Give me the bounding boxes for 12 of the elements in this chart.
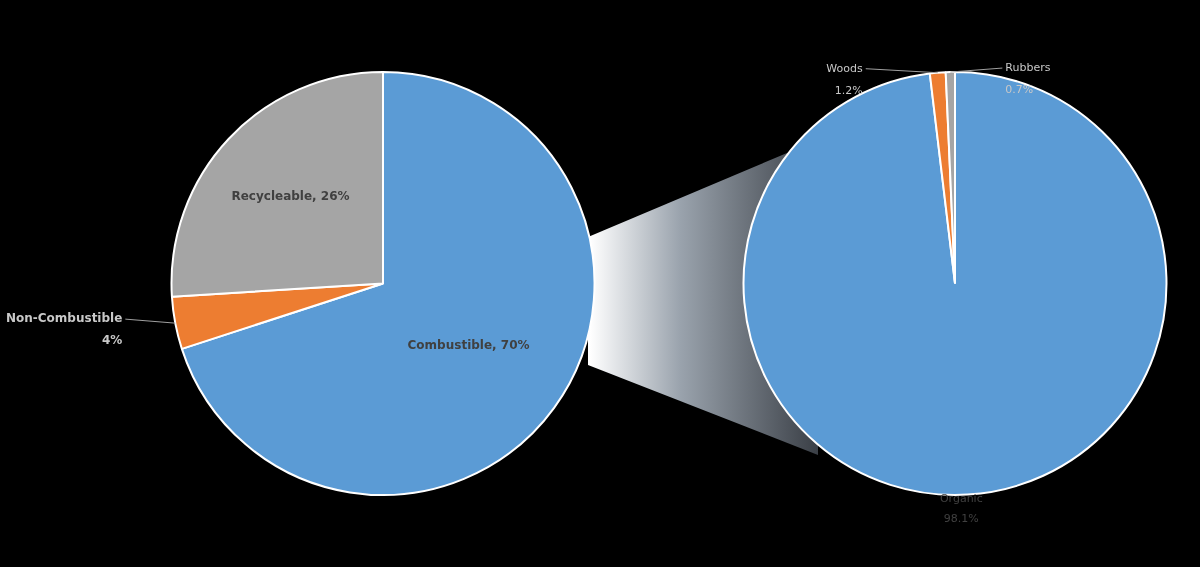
slice-label: Recycleable (231, 188, 313, 203)
data-label: , 26% (312, 188, 350, 203)
slice-label: Woods (826, 61, 864, 75)
slice-label: Combustible (407, 337, 493, 352)
data-label: 0.7% (1005, 82, 1034, 96)
data-label: 98.1% (943, 511, 979, 525)
data-label: 1.2% (834, 83, 863, 97)
data-label: 4% (101, 333, 123, 348)
slice-label: Organic (939, 491, 983, 505)
slice-label: Rubbers (1005, 60, 1051, 74)
slice-label: Non-Combustible (5, 311, 123, 326)
data-label: , 70% (492, 337, 530, 352)
